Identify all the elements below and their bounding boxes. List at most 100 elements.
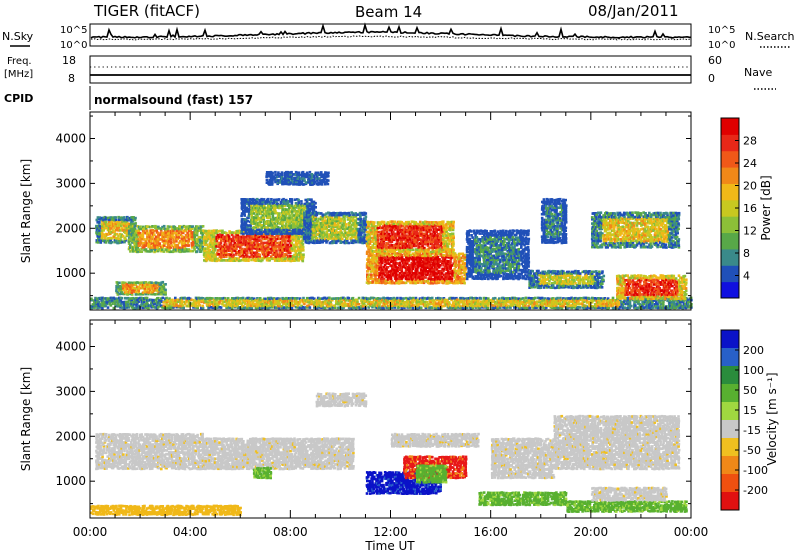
power-cell <box>179 230 182 233</box>
power-cell <box>272 210 276 213</box>
power-cell <box>321 240 324 244</box>
power-cell <box>386 260 390 263</box>
power-cell <box>243 206 247 209</box>
power-cell <box>211 231 214 235</box>
power-cell <box>98 229 101 232</box>
power-cell <box>203 259 206 262</box>
power-cell <box>134 241 138 245</box>
power-cell <box>508 272 512 276</box>
power-cell <box>411 232 415 236</box>
power-cell <box>175 237 178 241</box>
power-cell <box>347 241 351 245</box>
power-cell <box>443 246 447 250</box>
power-cell <box>281 224 284 227</box>
power-cell <box>296 239 299 242</box>
power-cell <box>355 239 359 242</box>
power-cell <box>396 247 399 251</box>
power-cell <box>450 277 454 280</box>
power-cell <box>403 236 406 240</box>
power-cell <box>489 261 492 264</box>
power-cell <box>260 228 263 231</box>
power-cell <box>483 262 487 266</box>
power-cell <box>371 256 374 259</box>
power-cell <box>421 246 424 250</box>
power-cell <box>287 226 291 230</box>
power-cell <box>247 259 250 262</box>
power-cell <box>279 257 282 261</box>
power-cell <box>442 223 445 226</box>
power-cell <box>481 273 485 277</box>
power-cell <box>324 223 327 226</box>
power-cell <box>485 246 488 249</box>
power-cell <box>376 278 380 281</box>
power-cell <box>453 252 457 255</box>
power-cell <box>266 251 270 254</box>
power-cell <box>266 228 270 232</box>
power-cell <box>175 248 178 252</box>
power-cell <box>429 277 433 281</box>
power-cell <box>488 232 491 235</box>
power-cell <box>208 237 212 241</box>
power-cell <box>351 217 355 221</box>
power-cell <box>442 220 445 223</box>
power-cell <box>366 226 370 230</box>
power-cell <box>277 241 281 245</box>
power-cell <box>490 258 494 261</box>
power-cell <box>282 239 285 243</box>
power-cell <box>420 225 423 228</box>
power-cell <box>242 204 245 207</box>
power-cell <box>107 216 111 220</box>
power-cell <box>360 231 363 234</box>
power-cell <box>451 232 455 236</box>
power-cell <box>393 220 397 224</box>
power-cell <box>364 220 367 223</box>
power-cell <box>449 264 452 267</box>
power-cell <box>294 253 298 256</box>
power-cell <box>505 260 508 264</box>
power-cell <box>308 202 312 206</box>
power-cell <box>481 255 484 258</box>
power-cell <box>158 242 161 245</box>
power-cell <box>325 241 328 244</box>
power-cell <box>389 234 392 238</box>
power-cell <box>433 232 437 236</box>
power-cell <box>331 239 334 243</box>
power-cell <box>256 214 259 218</box>
power-cell <box>270 249 274 252</box>
power-cell <box>413 260 416 263</box>
power-cell <box>289 240 292 243</box>
power-cell <box>379 250 383 253</box>
power-cell <box>416 228 419 231</box>
power-cell <box>343 229 347 233</box>
power-cell <box>158 233 162 237</box>
power-cell <box>299 255 302 259</box>
power-cell <box>98 226 101 230</box>
power-cell <box>265 232 268 236</box>
power-cell <box>452 222 455 225</box>
power-cell <box>375 238 378 241</box>
power-cell <box>271 235 275 239</box>
power-cell <box>246 241 249 244</box>
power-cell <box>452 242 455 246</box>
power-cell <box>357 229 360 232</box>
power-cell <box>470 239 473 243</box>
power-cell <box>435 272 439 275</box>
power-cell <box>474 239 477 243</box>
power-cell <box>429 254 433 258</box>
power-cell <box>280 212 284 215</box>
power-cell <box>354 227 358 230</box>
power-cell <box>130 236 134 239</box>
power-cell <box>468 244 471 248</box>
power-cell <box>340 233 344 237</box>
power-cell <box>321 239 324 242</box>
power-cell <box>340 223 344 227</box>
power-cell <box>489 263 493 266</box>
power-cell <box>438 266 441 269</box>
power-cell <box>248 249 252 252</box>
power-cell <box>292 237 295 241</box>
power-cell <box>435 228 438 232</box>
power-cell <box>433 224 437 227</box>
power-cell <box>226 258 230 262</box>
power-cell <box>262 217 266 221</box>
power-cell <box>136 239 139 243</box>
